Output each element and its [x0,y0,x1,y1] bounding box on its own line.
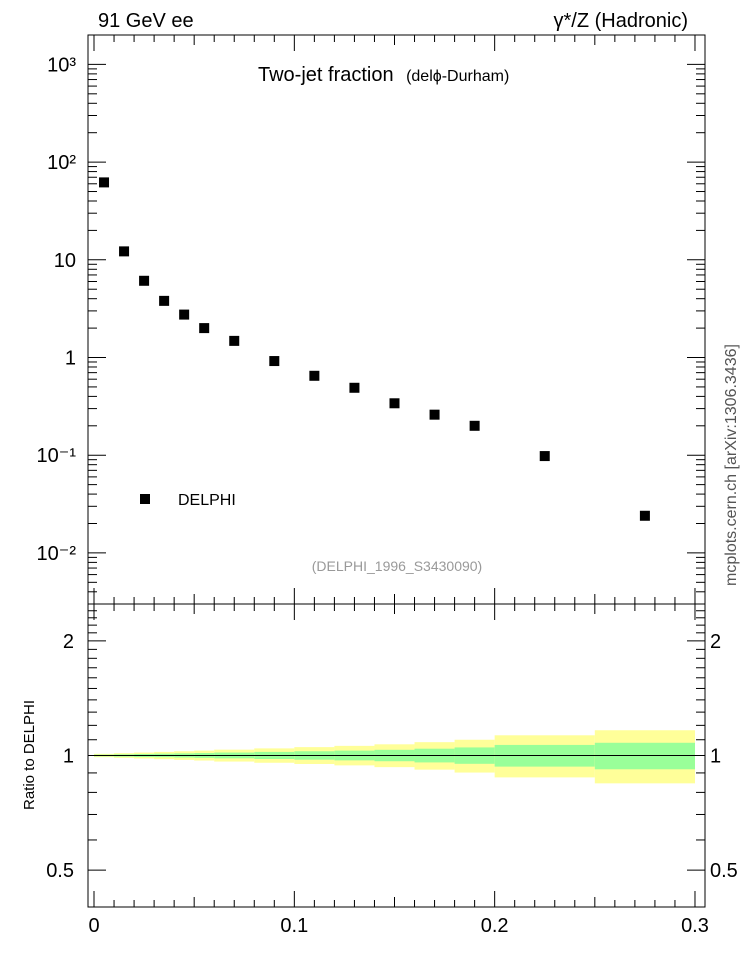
ratio-y-tick-labels-left: 210.5 [46,631,74,882]
y-tick-label: 10 [54,250,76,272]
data-point [429,409,440,420]
data-point [349,382,360,393]
data-markers [99,177,650,521]
y-tick-label: 1 [65,348,76,370]
legend-marker [140,494,150,504]
ratio-y-tick-label: 0.5 [710,860,738,882]
ratio-tick-marks [88,603,705,908]
data-point [309,370,320,381]
data-point [139,275,150,286]
data-point [389,398,400,409]
x-tick-label: 0.2 [481,915,509,937]
ratio-y-tick-label: 1 [63,746,74,768]
data-point [159,295,170,306]
plot-title-sub: (delϕ-Durham) [406,68,509,85]
plot-title-main: Two-jet fraction [258,64,394,86]
data-point [229,335,240,346]
plot-title: Two-jet fraction (delϕ-Durham) [258,64,509,86]
ratio-y-tick-label: 2 [710,631,721,653]
ratio-bands [94,730,695,784]
y-tick-label: 10² [47,152,76,174]
x-tick-labels: 0 0.1 0.2 0.3 [88,915,708,937]
data-point [199,323,210,334]
ratio-band-inner [594,742,695,770]
main-tick-marks [88,34,705,605]
data-point [269,356,280,367]
y-tick-label: 10⁻¹ [37,445,77,467]
side-source-label: mcplots.cern.ch [arXiv:1306.3436] [723,344,740,586]
x-tick-label: 0.1 [280,915,308,937]
header-right: γ*/Z (Hadronic) [554,10,688,32]
ratio-y-tick-label: 1 [710,746,721,768]
data-point [99,177,110,188]
y-tick-label: 10⁻² [37,543,77,565]
data-point [179,309,190,320]
ratio-y-tick-label: 2 [63,631,74,653]
main-y-tick-labels: 10³ 10² 10 1 10⁻¹ 10⁻² [37,54,77,565]
y-tick-label: 10³ [47,54,76,76]
legend-label: DELPHI [178,492,236,509]
ratio-y-tick-labels-right: 210.5 [710,631,738,882]
x-tick-label: 0.3 [681,915,709,937]
x-tick-label: 0 [88,915,99,937]
data-point [119,246,130,257]
header-left: 91 GeV ee [98,10,194,32]
data-point [469,420,480,431]
analysis-id: (DELPHI_1996_S3430090) [312,558,482,574]
ratio-y-tick-label: 0.5 [46,860,74,882]
data-point [639,510,650,521]
ratio-y-axis-label: Ratio to DELPHI [21,700,38,810]
data-point [539,451,550,462]
